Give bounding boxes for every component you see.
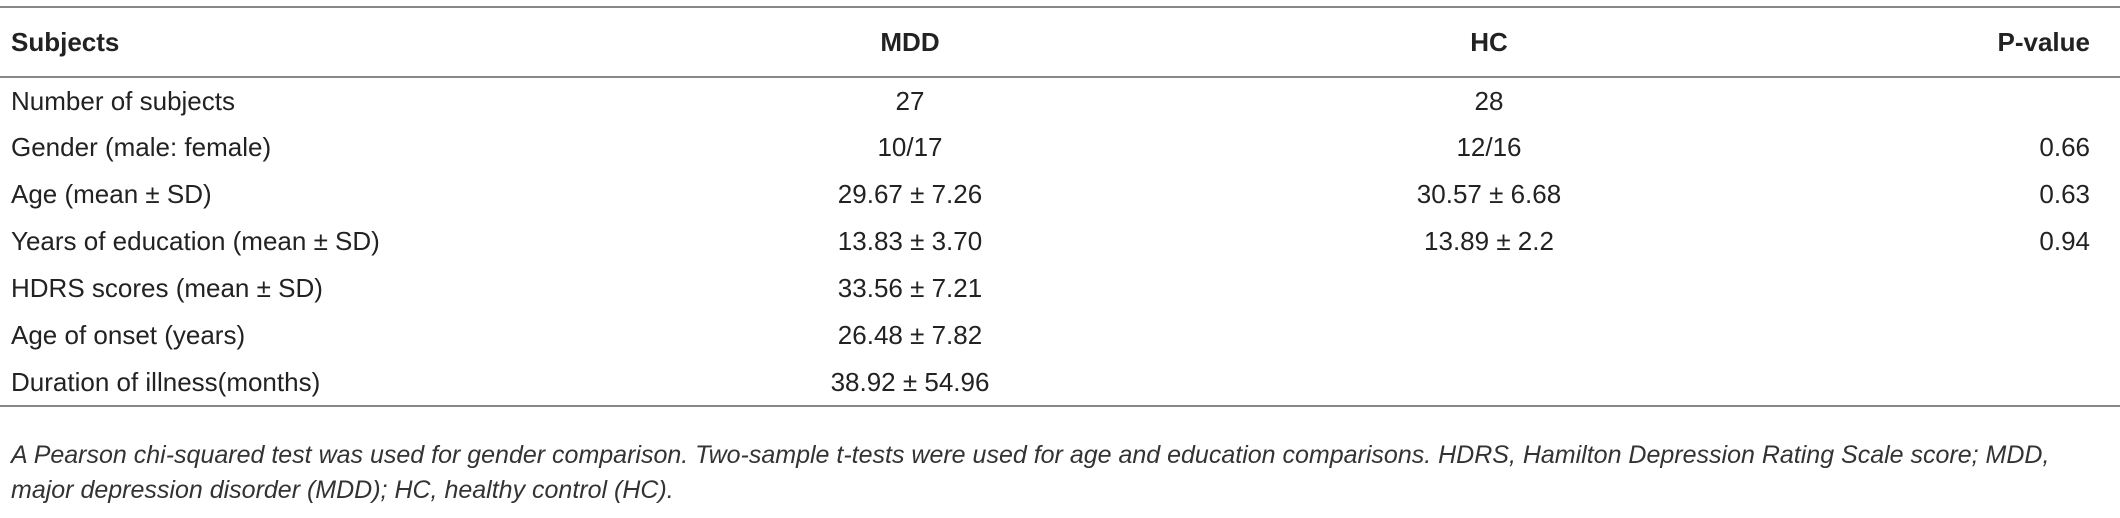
table-row: Years of education (mean ± SD) 13.83 ± 3.…: [0, 218, 2120, 265]
table-cell: 29.67 ± 7.26: [837, 179, 983, 209]
table-cell: 13.89 ± 2.2: [1424, 226, 1554, 256]
table-cell: HDRS scores (mean ± SD): [11, 273, 323, 303]
table-cell: 0.66: [2039, 132, 2090, 162]
table-cell: 10/17: [877, 132, 943, 162]
table-cell: 28: [1474, 85, 1504, 116]
table-cell: 12/16: [1456, 132, 1522, 162]
table-cell: 30.57 ± 6.68: [1416, 179, 1562, 209]
table-cell: 0.63: [2039, 179, 2090, 209]
table-row: Age of onset (years) 26.48 ± 7.82: [0, 312, 2120, 359]
table-row: Duration of illness(months) 38.92 ± 54.96: [0, 359, 2120, 406]
table-cell: Gender (male: female): [11, 132, 272, 162]
table-row: Number of subjects 27 28: [0, 77, 2120, 124]
table-cell: [1858, 359, 2120, 406]
column-header: HC: [1470, 26, 1508, 57]
table-cell: 26.48 ± 7.82: [837, 320, 983, 350]
table-row: Gender (male: female) 10/17 12/16 0.66: [0, 124, 2120, 171]
table-body: Number of subjects 27 28 Gender (male: fema…: [0, 77, 2120, 406]
table-cell: 13.83 ± 3.70: [837, 226, 983, 256]
column-header: Subjects: [11, 26, 120, 57]
table-cell: Number of subjects: [11, 85, 235, 116]
data-table: Subjects MDD HC P-value Number of subjects 2…: [0, 6, 2120, 407]
table-cell: [1858, 265, 2120, 312]
footnote: A Pearson chi-squared test was used for …: [11, 441, 2050, 504]
table-cell: [1858, 312, 2120, 359]
table-cell: 33.56 ± 7.21: [837, 273, 983, 303]
column-header: MDD: [880, 26, 940, 57]
table-cell: [1120, 265, 1858, 312]
table-cell: 38.92 ± 54.96: [830, 366, 990, 397]
table-row: HDRS scores (mean ± SD) 33.56 ± 7.21: [0, 265, 2120, 312]
table-cell: 27: [895, 85, 925, 116]
table-cell: 0.94: [2039, 226, 2090, 256]
table-cell: [1858, 77, 2120, 124]
table-cell: Age (mean ± SD): [11, 179, 212, 209]
column-header: P-value: [1997, 26, 2091, 57]
table-cell: [1120, 312, 1858, 359]
table-cell: Years of education (mean ± SD): [11, 226, 380, 256]
table-row: Age (mean ± SD) 29.67 ± 7.26 30.57 ± 6.68 0…: [0, 171, 2120, 218]
header-row: Subjects MDD HC P-value: [0, 7, 2120, 77]
table-cell: [1120, 359, 1858, 406]
table-cell: Age of onset (years): [11, 320, 246, 350]
table-cell: Duration of illness(months): [11, 366, 321, 397]
